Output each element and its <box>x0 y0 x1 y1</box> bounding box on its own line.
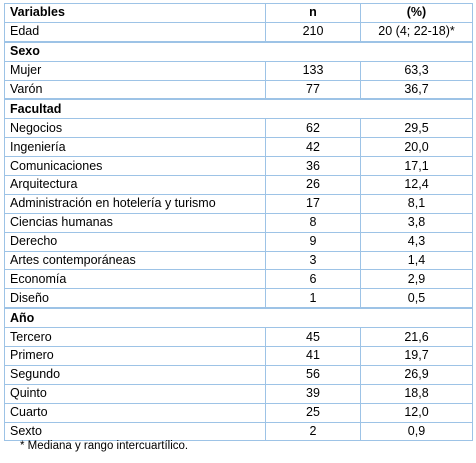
cell: 62 <box>265 118 361 139</box>
cell: 26 <box>265 175 361 195</box>
cell: 39 <box>265 383 361 404</box>
row-label: Segundo <box>4 364 266 385</box>
table-row: Primero 41 19,7 <box>4 346 473 366</box>
cell: 133 <box>265 60 361 81</box>
table-row: Varón 77 36,7 <box>4 79 473 100</box>
table-row: Segundo 56 26,9 <box>4 364 473 385</box>
table-body: Variables n (%) Edad 210 20 (4; 22-18)* Sexo Mu… <box>4 3 473 442</box>
table-row: Sexto 2 0,9 <box>4 421 473 442</box>
row-label: Negocios <box>4 118 266 139</box>
cell: 8,1 <box>360 193 473 214</box>
footnote: * Mediana y rango intercuartílico. <box>20 440 189 452</box>
section-row: Facultad <box>4 98 473 120</box>
cell: 1 <box>265 288 361 309</box>
row-label: Quinto <box>4 383 266 404</box>
cell: 77 <box>265 79 361 100</box>
row-label: Variables <box>4 3 266 23</box>
row-label: Primero <box>4 346 266 366</box>
cell: 12,4 <box>360 175 473 195</box>
table-row: Artes contemporáneas 3 1,4 <box>4 250 473 271</box>
cell: 0,9 <box>360 421 473 442</box>
cell: 12,0 <box>360 402 473 423</box>
data-table: Variables n (%) Edad 210 20 (4; 22-18)* Sexo Mu… <box>4 3 473 442</box>
row-label: Economía <box>4 269 266 290</box>
row-label: Diseño <box>4 288 266 309</box>
row-label: Ingeniería <box>4 137 266 158</box>
section-row: Sexo <box>4 40 473 62</box>
row-label: Mujer <box>4 60 266 81</box>
cell: 18,8 <box>360 383 473 404</box>
cell: 9 <box>265 231 361 252</box>
row-label: Ciencias humanas <box>4 212 266 233</box>
cell: 26,9 <box>360 364 473 385</box>
cell: 0,5 <box>360 288 473 309</box>
section-title: Sexo <box>4 40 473 62</box>
table-row: Derecho 9 4,3 <box>4 231 473 252</box>
table-row: Comunicaciones 36 17,1 <box>4 156 473 177</box>
table-row: Administración en hotelería y turismo 17 8… <box>4 193 473 214</box>
cell: 2 <box>265 421 361 442</box>
cell: 29,5 <box>360 118 473 139</box>
table-row: Cuarto 25 12,0 <box>4 402 473 423</box>
row-label: Varón <box>4 79 266 100</box>
cell: 45 <box>265 327 361 348</box>
cell: 19,7 <box>360 346 473 366</box>
table-row: Ciencias humanas 8 3,8 <box>4 212 473 233</box>
row-label: Arquitectura <box>4 175 266 195</box>
cell: (%) <box>360 3 473 23</box>
table-row: Economía 6 2,9 <box>4 269 473 290</box>
cell: 210 <box>265 21 361 43</box>
table-row: Edad 210 20 (4; 22-18)* <box>4 21 473 43</box>
cell: 20 (4; 22-18)* <box>360 21 473 43</box>
table-row: Diseño 1 0,5 <box>4 288 473 309</box>
cell: 3 <box>265 250 361 271</box>
cell: 2,9 <box>360 269 473 290</box>
cell: 4,3 <box>360 231 473 252</box>
cell: 21,6 <box>360 327 473 348</box>
cell: 20,0 <box>360 137 473 158</box>
cell: 56 <box>265 364 361 385</box>
row-label: Administración en hotelería y turismo <box>4 193 266 214</box>
cell: 36,7 <box>360 79 473 100</box>
cell: n <box>265 3 361 23</box>
table-row: Negocios 62 29,5 <box>4 118 473 139</box>
cell: 36 <box>265 156 361 177</box>
cell: 25 <box>265 402 361 423</box>
cell: 3,8 <box>360 212 473 233</box>
cell: 6 <box>265 269 361 290</box>
table-row: Arquitectura 26 12,4 <box>4 175 473 195</box>
row-label: Tercero <box>4 327 266 348</box>
header-row: Variables n (%) <box>4 3 473 23</box>
table-row: Tercero 45 21,6 <box>4 327 473 348</box>
cell: 63,3 <box>360 60 473 81</box>
cell: 17,1 <box>360 156 473 177</box>
row-label: Artes contemporáneas <box>4 250 266 271</box>
cell: 1,4 <box>360 250 473 271</box>
row-label: Cuarto <box>4 402 266 423</box>
row-label: Sexto <box>4 421 266 442</box>
cell: 17 <box>265 193 361 214</box>
section-title: Año <box>4 307 473 329</box>
section-title: Facultad <box>4 98 473 120</box>
cell: 41 <box>265 346 361 366</box>
cell: 8 <box>265 212 361 233</box>
table-row: Mujer 133 63,3 <box>4 60 473 81</box>
row-label: Derecho <box>4 231 266 252</box>
cell: 42 <box>265 137 361 158</box>
row-label: Edad <box>4 21 266 43</box>
section-row: Año <box>4 307 473 329</box>
table-row: Ingeniería 42 20,0 <box>4 137 473 158</box>
row-label: Comunicaciones <box>4 156 266 177</box>
table-row: Quinto 39 18,8 <box>4 383 473 404</box>
